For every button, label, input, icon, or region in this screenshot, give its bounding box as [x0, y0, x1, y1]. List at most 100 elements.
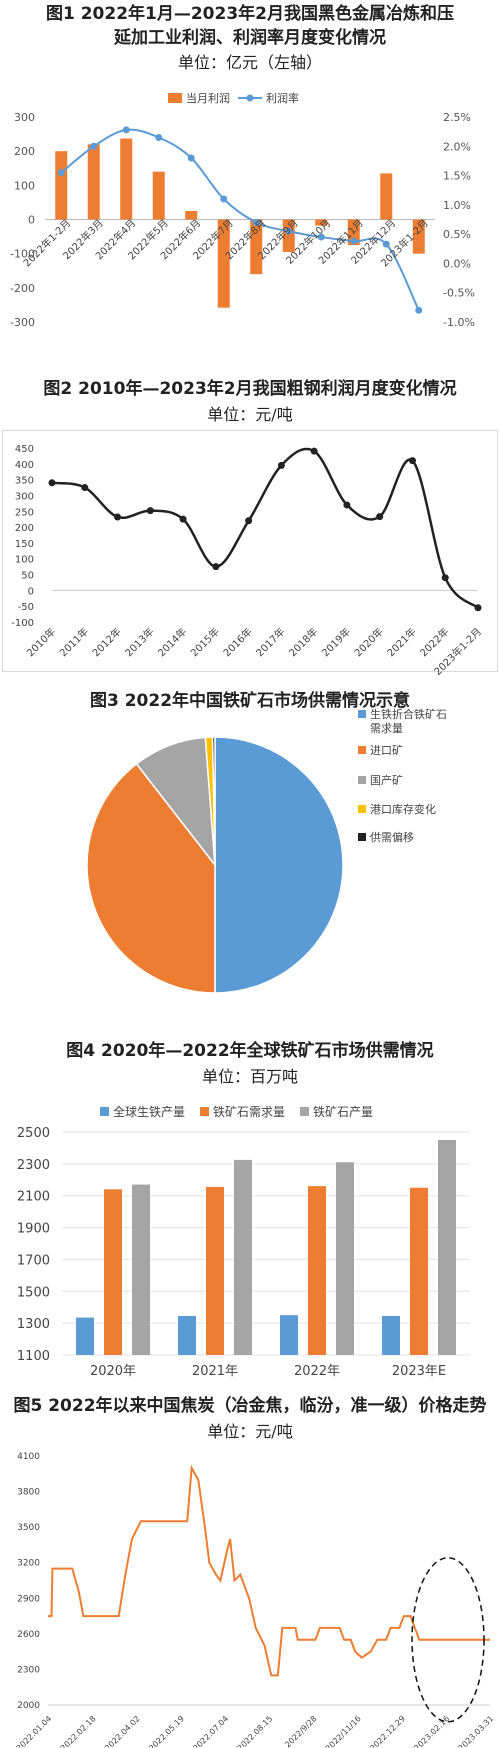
- y-tick-label: 300: [15, 491, 34, 502]
- chart4-title: 图4 2020年—2022年全球铁矿石市场供需情况: [66, 1041, 434, 1061]
- price-line: [48, 1464, 490, 1677]
- y-tick-label: 100: [15, 555, 34, 566]
- profit-bar: [412, 219, 425, 254]
- profit-point: [277, 461, 285, 469]
- profit-point: [310, 447, 318, 455]
- x-tick-label: 2023.03.31: [457, 1714, 496, 1748]
- bar: [336, 1162, 354, 1355]
- legend-label: 全球生铁产量: [113, 1104, 185, 1119]
- legend-swatch: [358, 746, 366, 754]
- y-tick-label: 350: [15, 476, 34, 487]
- x-tick-label: 2022/11/16: [324, 1714, 363, 1748]
- profit-point: [343, 501, 351, 509]
- legend-label-profit: 当月利润: [186, 91, 230, 105]
- y2-tick-label: 0.5%: [443, 228, 471, 241]
- y-tick-label: 3800: [17, 1488, 40, 1498]
- y-tick-label: 100: [14, 179, 35, 192]
- y-tick-label: 1700: [17, 1253, 50, 1268]
- y2-tick-label: -1.0%: [443, 316, 475, 329]
- chart2-panel: [2, 430, 498, 672]
- legend-label-continued: 需求量: [370, 722, 403, 735]
- profit-bar: [282, 219, 295, 252]
- y-tick-label: 1900: [17, 1222, 50, 1237]
- profit-bar: [87, 144, 100, 220]
- bar: [206, 1186, 224, 1355]
- chart1-svg: 当月利润 利润率 300 200 100 0 -100 -200 -300 2.5% 2.0% 1.5…: [10, 91, 475, 329]
- x-tick-label: 2011年: [57, 625, 91, 659]
- x-tick-label: 2023年E: [392, 1364, 446, 1379]
- legend-label: 铁矿石产量: [313, 1105, 373, 1119]
- profit-bar: [185, 210, 198, 220]
- margin-point: [415, 306, 423, 314]
- margin-point: [187, 154, 195, 162]
- x-tick-label: 2013年: [122, 625, 156, 659]
- x-tick-label: 2012年: [89, 625, 123, 659]
- y-tick-label: 3200: [17, 1559, 40, 1569]
- x-tick-label: 2022年: [417, 625, 451, 659]
- y2-tick-label: -0.5%: [443, 287, 475, 300]
- profit-bar: [347, 219, 360, 246]
- profit-point: [441, 574, 449, 582]
- x-tick-label: 2020年: [90, 1364, 136, 1379]
- margin-point: [57, 169, 65, 177]
- y-tick-label: 2900: [17, 1594, 40, 1604]
- chart5-svg: 4100 3800 3500 3200 2900 2600 2300 2000 2022.01.…: [15, 1452, 496, 1748]
- x-tick-label: 2022.02.18: [59, 1714, 98, 1748]
- margin-point: [350, 237, 358, 245]
- profit-bar: [120, 138, 133, 220]
- chart5-title: 图5 2022年以来中国焦炭（冶金焦，临汾，准一级）价格走势: [13, 1396, 487, 1416]
- profit-bar: [250, 219, 263, 275]
- bar: [132, 1184, 150, 1355]
- x-tick-label: 2020年: [352, 625, 386, 659]
- x-tick-label: 2022.12.29: [368, 1714, 407, 1748]
- margin-point: [220, 195, 228, 203]
- legend-swatch: [358, 776, 366, 784]
- x-tick-label: 2022年: [294, 1364, 340, 1379]
- chart3-title: 图3 2022年中国铁矿石市场供需情况示意: [89, 691, 411, 711]
- y-tick-label: 200: [15, 523, 34, 534]
- y-tick-label: 0: [28, 214, 35, 227]
- y-tick-label: 250: [15, 507, 34, 518]
- y-tick-label: 2100: [17, 1190, 50, 1205]
- bar: [234, 1159, 252, 1355]
- margin-point: [317, 233, 325, 241]
- y-tick-label: 1300: [17, 1317, 50, 1332]
- chart4-svg: 全球生铁产量 铁矿石需求量 铁矿石产量 2500 2300 2100 1900 1700 150…: [17, 1104, 470, 1379]
- profit-point: [474, 604, 482, 612]
- legend-swatch: [300, 1107, 309, 1116]
- profit-point: [408, 457, 416, 465]
- margin-point: [285, 227, 293, 235]
- y-tick-label: 400: [15, 460, 34, 471]
- profit-point: [179, 515, 187, 523]
- chart1-unit: 单位：亿元（左轴）: [177, 53, 322, 72]
- profit-point: [81, 484, 89, 492]
- y2-tick-label: 1.0%: [443, 199, 471, 212]
- y-tick-label: 2300: [17, 1665, 40, 1675]
- legend-label: 港口库存变化: [370, 802, 436, 816]
- legend-swatch: [358, 710, 366, 718]
- profit-bar: [55, 151, 68, 220]
- profit-bar: [315, 219, 328, 226]
- profit-point: [48, 479, 56, 487]
- legend-swatch-profit: [168, 93, 182, 103]
- bar: [178, 1315, 196, 1355]
- y-tick-label: 450: [15, 444, 34, 455]
- x-tick-label: 2015年: [188, 625, 222, 659]
- y-tick-label: 3500: [17, 1523, 40, 1533]
- bar: [308, 1186, 326, 1355]
- x-tick-label: 2022.07.04: [191, 1714, 230, 1748]
- y-tick-label: 2500: [17, 1126, 50, 1141]
- x-tick-label: 2018年: [286, 625, 320, 659]
- chart1-title-line1: 图1 2022年1月—2023年2月我国黑色金属冶炼和压: [45, 4, 455, 24]
- x-tick-label: 2021年: [384, 625, 418, 659]
- y-tick-label: -100: [11, 618, 34, 629]
- margin-point: [252, 218, 260, 226]
- legend-marker-margin: [246, 94, 254, 102]
- margin-point: [122, 126, 130, 134]
- profit-bar: [380, 173, 393, 220]
- bar: [104, 1189, 122, 1355]
- x-tick-label: 2022.04.02: [103, 1714, 142, 1748]
- profit-point: [212, 563, 220, 571]
- profit-point: [146, 507, 154, 515]
- chart4-unit: 单位：百万吨: [201, 1067, 298, 1086]
